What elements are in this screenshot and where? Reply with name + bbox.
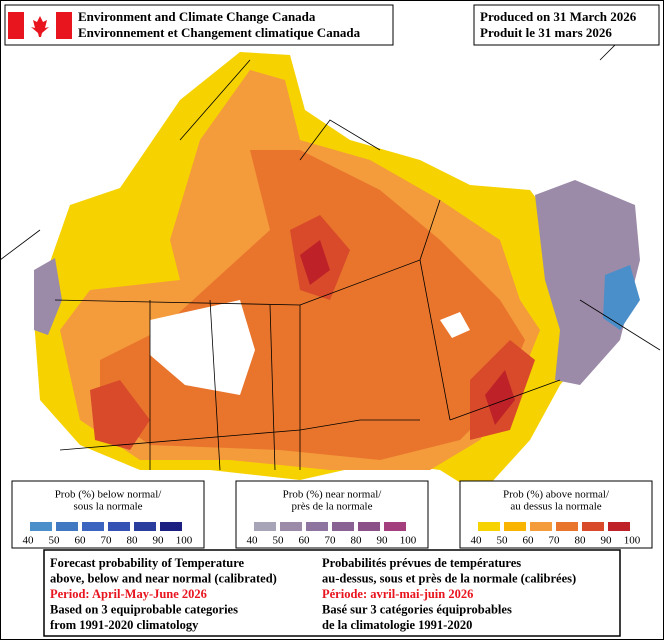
legend-label: 50: [273, 535, 285, 547]
legend-swatch: [56, 522, 78, 531]
legend-label: 80: [351, 535, 363, 547]
legend-label: 80: [575, 535, 587, 547]
legend-box: [459, 480, 653, 549]
legend-swatch: [504, 522, 526, 531]
legend-subtitle: près de la normale: [292, 501, 373, 513]
footer-line: Forecast probability of Temperature: [50, 556, 245, 570]
footer-line: au-dessus, sous et près de la normale (c…: [322, 571, 576, 585]
legend-swatch: [384, 522, 406, 531]
legend-label: 90: [153, 535, 165, 547]
legend-swatch: [530, 522, 552, 531]
agency-fr: Environnement et Changement climatique C…: [78, 25, 361, 40]
legend-label: 70: [549, 535, 561, 547]
legend-swatch: [332, 522, 354, 531]
flag: [8, 12, 72, 39]
legend-label: 60: [523, 535, 535, 547]
legend-label: 40: [247, 535, 259, 547]
zone-purple-east: [535, 180, 640, 385]
footer-line: above, below and near normal (calibrated…: [50, 571, 277, 585]
legend-swatch: [358, 522, 380, 531]
footer-line: de la climatologie 1991-2020: [322, 618, 472, 632]
legend-label: 40: [23, 535, 35, 547]
legend-label: 90: [377, 535, 389, 547]
legends: Prob (%) below normal/sous la normale 40 5…: [11, 480, 653, 549]
legend-label: 70: [101, 535, 113, 547]
legend-box: [235, 480, 429, 549]
legend-box: [11, 480, 205, 549]
legend-label: 100: [624, 535, 641, 547]
legend-swatch: [108, 522, 130, 531]
legend-label: 70: [325, 535, 337, 547]
legend-label: 90: [601, 535, 613, 547]
legend-swatch: [134, 522, 156, 531]
zone-white: [150, 300, 470, 395]
zone-blue: [603, 265, 640, 330]
legend-title: Prob (%) near normal/: [283, 489, 383, 501]
footer-line: Based on 3 equiprobable categories: [50, 602, 238, 616]
produced-box: [473, 4, 660, 46]
legend-subtitle: sous la normale: [73, 501, 142, 513]
footer: Forecast probability of Temperatureabove…: [50, 556, 576, 632]
legend-label: 50: [497, 535, 509, 547]
legend-label: 80: [127, 535, 139, 547]
zone-purple-west: [34, 258, 62, 335]
legend-swatch: [254, 522, 276, 531]
legend-swatch: [30, 522, 52, 531]
footer-line: Probabilités prévues de températures: [322, 556, 521, 570]
legend-swatch: [160, 522, 182, 531]
footer-line: Période: avril-mai-juin 2026: [322, 587, 473, 601]
footer-line: Period: April-May-June 2026: [50, 587, 207, 601]
legend-title: Prob (%) above normal/: [503, 489, 610, 501]
footer-line: from 1991-2020 climatology: [50, 618, 199, 632]
legend-label: 100: [400, 535, 417, 547]
produced-en: Produced on 31 March 2026: [480, 9, 637, 24]
legend-label: 40: [471, 535, 483, 547]
legend-swatch: [280, 522, 302, 531]
legend-label: 50: [49, 535, 61, 547]
legend-label: 100: [176, 535, 193, 547]
map-shading: [34, 52, 640, 495]
footer-box: [43, 549, 621, 637]
footer-line: Basé sur 3 catégories équiprobables: [322, 602, 512, 616]
legend-label: 60: [75, 535, 87, 547]
agency-en: Environment and Climate Change Canada: [78, 9, 316, 24]
produced-fr: Produit le 31 mars 2026: [480, 25, 612, 40]
legend-label: 60: [299, 535, 311, 547]
legend-swatch: [82, 522, 104, 531]
legend-title: Prob (%) below normal/: [55, 489, 163, 501]
legend-swatch: [608, 522, 630, 531]
legend-subtitle: au dessus la normale: [510, 501, 601, 513]
zone-darkred: [300, 240, 515, 425]
legend-swatch: [556, 522, 578, 531]
legend-swatch: [478, 522, 500, 531]
legend-swatch: [582, 522, 604, 531]
legend-swatch: [306, 522, 328, 531]
